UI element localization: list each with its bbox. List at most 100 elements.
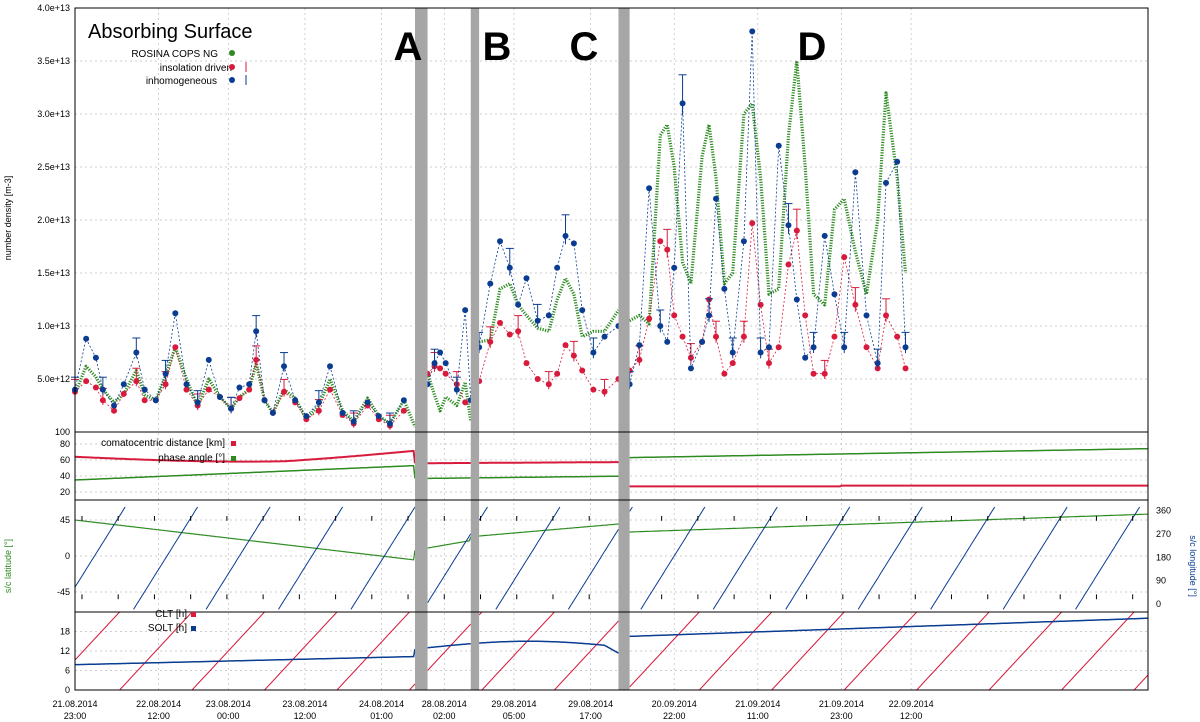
y-tick-label-density: 2.5e+13	[37, 162, 70, 172]
x-tick-label-date: 24.08.2014	[359, 699, 404, 709]
data-point-inhomogeneous	[228, 405, 235, 412]
legend-label-insolation: insolation driven	[160, 63, 232, 74]
legend-marker-phase	[231, 456, 236, 461]
data-point-inhomogeneous	[205, 356, 212, 363]
data-point-insolation	[246, 386, 253, 393]
data-point-inhomogeneous	[83, 335, 90, 342]
series-line-longitude	[930, 506, 996, 610]
data-point-inhomogeneous	[303, 413, 310, 420]
data-point-inhomogeneous	[497, 238, 504, 245]
data-point-inhomogeneous	[664, 338, 671, 345]
data-point-insolation	[831, 333, 838, 340]
data-point-insolation	[793, 227, 800, 234]
x-tick-label-time: 11:00	[747, 711, 769, 721]
data-point-inhomogeneous	[793, 296, 800, 303]
data-point-insolation	[570, 352, 577, 359]
data-point-inhomogeneous	[545, 312, 552, 319]
x-tick-label-date: 20.09.2014	[652, 699, 697, 709]
data-point-inhomogeneous	[821, 232, 828, 239]
series-line-clt	[1061, 611, 1135, 691]
x-tick-label-date: 22.09.2014	[889, 699, 934, 709]
y-tick-label-mid: 20	[60, 487, 70, 497]
data-point-inhomogeneous	[765, 344, 772, 351]
data-point-inhomogeneous	[657, 323, 664, 329]
data-point-insolation	[713, 333, 720, 340]
data-point-insolation	[802, 312, 809, 319]
series-line-latitude	[74, 513, 1149, 561]
data-point-inhomogeneous	[706, 312, 713, 319]
data-point-insolation	[821, 370, 828, 377]
data-point-insolation	[133, 378, 140, 385]
data-point-insolation	[205, 386, 212, 393]
data-point-insolation	[894, 333, 901, 340]
y-tick-label-lat: -45	[57, 587, 70, 597]
x-tick-label-date: 22.08.2014	[136, 699, 181, 709]
x-tick-label-time: 01:00	[370, 711, 393, 721]
series-line-clt	[771, 611, 845, 691]
data-point-inhomogeneous	[740, 238, 747, 245]
data-point-inhomogeneous	[554, 264, 561, 271]
data-point-inhomogeneous	[874, 360, 881, 367]
x-tick-label-date: 28.08.2014	[422, 699, 467, 709]
data-point-insolation	[749, 220, 756, 227]
data-point-inhomogeneous	[400, 397, 407, 404]
data-point-inhomogeneous	[671, 264, 678, 271]
y-tick-label-density: 5.0e+12	[37, 374, 70, 384]
series-line-clt	[916, 611, 990, 691]
x-tick-label-time: 00:00	[217, 711, 240, 721]
legend-marker-insolation	[229, 64, 235, 70]
data-point-inhomogeneous	[785, 222, 792, 229]
data-point-insolation	[590, 386, 597, 393]
y-tick-label-mid: 60	[60, 455, 70, 465]
legend-marker-inhomogeneous	[229, 77, 235, 83]
top-legend: ROSINA COPS NG insolation driven inhomog…	[131, 49, 247, 87]
data-point-inhomogeneous	[679, 100, 686, 107]
data-point-inhomogeneous	[883, 179, 890, 186]
data-point-inhomogeneous	[863, 312, 870, 319]
legend-label-clt: CLT [h]	[155, 609, 187, 620]
series-line-distance	[74, 449, 1148, 488]
series-line-longitude	[205, 506, 271, 610]
data-point-inhomogeneous	[111, 402, 118, 409]
data-point-insolation	[671, 312, 678, 319]
chart-title: Absorbing Surface	[88, 21, 253, 43]
x-tick-label-date: 21.09.2014	[819, 699, 864, 709]
data-point-inhomogeneous	[462, 307, 469, 314]
series-line-clt	[554, 620, 619, 691]
data-point-insolation	[281, 388, 288, 395]
data-point-inhomogeneous	[523, 275, 530, 282]
data-point-inhomogeneous	[152, 397, 159, 404]
data-point-inhomogeneous	[506, 264, 513, 271]
data-point-inhomogeneous	[590, 349, 597, 356]
data-point-insolation	[664, 246, 671, 253]
y-tick-label-bot: 0	[65, 685, 70, 695]
data-point-inhomogeneous	[852, 169, 859, 176]
data-point-insolation	[515, 328, 522, 335]
series-line-clt	[264, 611, 338, 691]
data-point-insolation	[562, 342, 569, 349]
legend-marker-cops	[229, 50, 235, 56]
data-point-insolation	[523, 360, 530, 367]
x-tick-label-date: 21.08.2014	[52, 699, 97, 709]
frame-layer	[74, 7, 1149, 691]
x-tick-label-time: 12:00	[900, 711, 923, 721]
segment-label-d: D	[798, 25, 827, 69]
series-line-clt	[698, 611, 773, 691]
legend-label-cops: ROSINA COPS NG	[131, 49, 218, 60]
data-point-insolation	[601, 388, 608, 395]
data-point-inhomogeneous	[253, 328, 260, 335]
data-point-insolation	[721, 370, 728, 377]
data-point-insolation	[400, 407, 407, 414]
data-point-inhomogeneous	[269, 409, 276, 416]
legend-label-phase: phase angle [°]	[158, 453, 225, 464]
y-tick-label-mid: 40	[60, 471, 70, 481]
series-line-longitude	[1002, 506, 1068, 610]
data-point-inhomogeneous	[339, 409, 346, 416]
data-point-insolation	[687, 354, 694, 361]
series-line-clt	[481, 611, 555, 691]
y-axis-label-density: number density [m-3]	[3, 176, 13, 261]
y-tick-label-density: 3.0e+13	[37, 109, 70, 119]
data-gap-bar	[470, 8, 480, 690]
data-point-inhomogeneous	[442, 360, 449, 367]
segment-label-a: A	[394, 25, 423, 69]
